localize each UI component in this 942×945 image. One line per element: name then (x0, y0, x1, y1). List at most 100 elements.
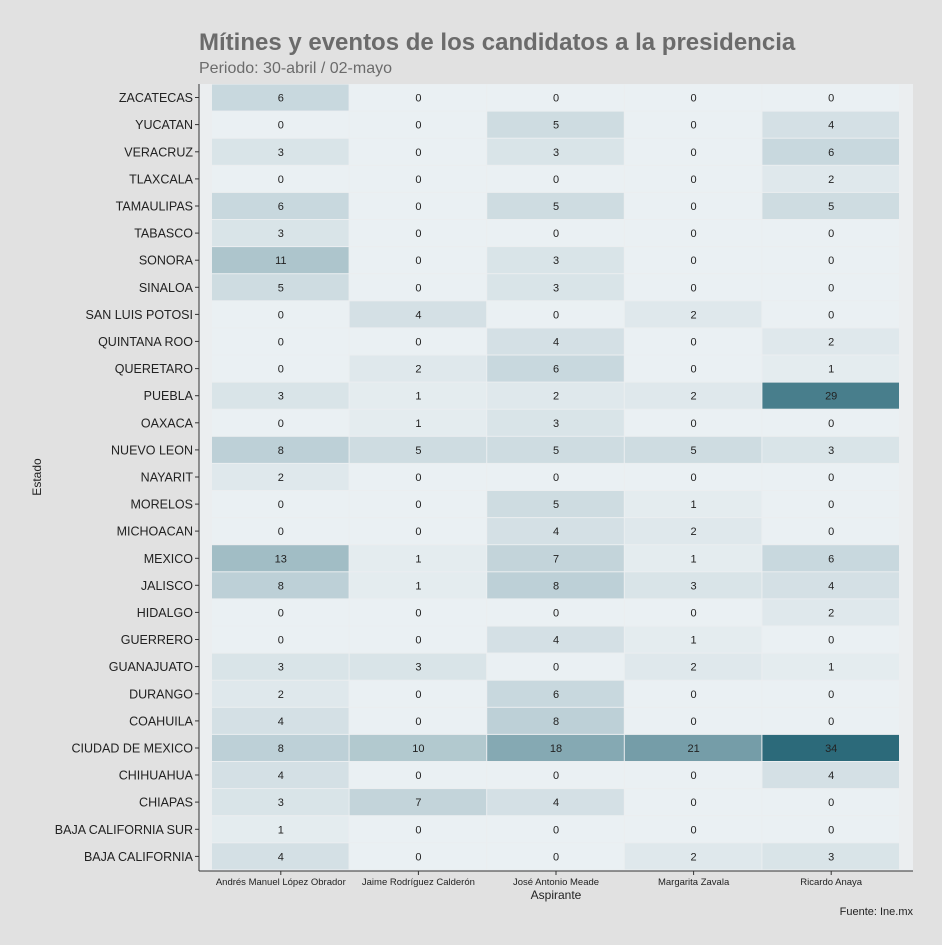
y-tick-label: ZACATECAS (119, 91, 193, 105)
cell-value-label: 5 (553, 499, 559, 511)
heatmap-cell (212, 491, 349, 518)
cell-value-label: 4 (278, 770, 284, 782)
cell-value-label: 5 (553, 445, 559, 457)
heatmap-cell (487, 572, 624, 599)
cell-value-label: 8 (278, 580, 284, 592)
heatmap-cell (762, 247, 899, 274)
heatmap-cell (212, 409, 349, 436)
cell-value-label: 0 (691, 228, 697, 240)
heatmap-cell (349, 518, 487, 545)
cell-value-label: 5 (828, 201, 834, 213)
heatmap-cell (212, 843, 349, 870)
heatmap-cell (212, 301, 349, 328)
cell-value-label: 0 (278, 635, 284, 647)
heatmap-cell (487, 734, 624, 761)
heatmap-cell (624, 355, 762, 382)
heatmap-cell (212, 734, 349, 761)
y-axis: ZACATECAS YUCATAN VERACRUZ TLAXCALA TAMAULIP… (55, 91, 199, 864)
heatmap-cell (762, 572, 899, 599)
heatmap-cell (624, 491, 762, 518)
cell-value-label: 1 (278, 824, 284, 836)
heatmap-cell (624, 572, 762, 599)
y-tick-label: SONORA (139, 254, 194, 268)
heatmap-cell (349, 789, 487, 816)
x-tick-label: Margarita Zavala (658, 877, 730, 888)
cell-value-label: 0 (691, 174, 697, 186)
y-tick-label: DURANGO (129, 687, 193, 701)
heatmap-cell (487, 382, 624, 409)
cell-value-label: 0 (278, 418, 284, 430)
cell-value-label: 0 (553, 93, 559, 105)
cell-value-label: 4 (415, 309, 421, 321)
cell-value-label: 0 (553, 662, 559, 674)
heatmap-cell (762, 301, 899, 328)
heatmap-cell (487, 138, 624, 165)
heatmap-cell (349, 545, 487, 572)
heatmap-cell (212, 653, 349, 680)
heatmap-cell (212, 111, 349, 138)
cell-value-label: 0 (415, 770, 421, 782)
cell-value-label: 2 (278, 689, 284, 701)
cell-value-label: 2 (278, 472, 284, 484)
heatmap-cell (624, 409, 762, 436)
cell-value-label: 2 (691, 662, 697, 674)
heatmap-cell (349, 816, 487, 843)
heatmap-cell (762, 436, 899, 463)
heatmap-cell (212, 463, 349, 490)
cell-value-label: 0 (415, 472, 421, 484)
heatmap-cell (762, 518, 899, 545)
cell-value-label: 0 (415, 120, 421, 132)
heatmap-cell (349, 599, 487, 626)
x-tick-label: Jaime Rodríguez Calderón (362, 877, 475, 888)
cell-value-label: 29 (825, 391, 837, 403)
heatmap-cell (624, 274, 762, 301)
cell-value-label: 4 (278, 851, 284, 863)
cell-value-label: 0 (278, 364, 284, 376)
cell-value-label: 0 (553, 309, 559, 321)
y-tick-label: TLAXCALA (129, 172, 194, 186)
cell-value-label: 3 (553, 418, 559, 430)
heatmap-cell (624, 328, 762, 355)
cell-value-label: 3 (553, 255, 559, 267)
cell-value-label: 2 (828, 607, 834, 619)
cell-value-label: 0 (691, 716, 697, 728)
cell-value-label: 0 (691, 120, 697, 132)
heatmap-cell (349, 328, 487, 355)
heatmap-cell (349, 274, 487, 301)
heatmap-cell (762, 816, 899, 843)
heatmap-cell (762, 409, 899, 436)
y-tick-label: GUANAJUATO (109, 660, 194, 674)
cell-value-label: 0 (415, 147, 421, 159)
heatmap-cell (212, 247, 349, 274)
heatmap-cell (349, 138, 487, 165)
cell-value-label: 0 (415, 824, 421, 836)
x-tick-label: Andrés Manuel López Obrador (216, 877, 346, 888)
heatmap-cell (212, 355, 349, 382)
heatmap-cell (762, 382, 899, 409)
cell-value-label: 2 (691, 526, 697, 538)
cell-value-label: 5 (415, 445, 421, 457)
cell-value-label: 5 (691, 445, 697, 457)
cell-value-label: 1 (691, 553, 697, 565)
cell-value-label: 0 (691, 201, 697, 213)
cell-value-label: 0 (553, 770, 559, 782)
heatmap-cell (624, 436, 762, 463)
cell-value-label: 0 (415, 635, 421, 647)
heatmap-cell (349, 572, 487, 599)
cell-value-label: 0 (828, 418, 834, 430)
y-tick-label: TAMAULIPAS (116, 200, 193, 214)
cell-value-label: 0 (691, 797, 697, 809)
cell-value-label: 0 (691, 472, 697, 484)
heatmap-cell (624, 84, 762, 111)
heatmap-cell (762, 165, 899, 192)
heatmap-cell (624, 762, 762, 789)
cell-value-label: 1 (415, 580, 421, 592)
cell-value-label: 0 (553, 607, 559, 619)
chart-title: Mítines y eventos de los candidatos a la… (199, 29, 796, 56)
cell-value-label: 0 (278, 174, 284, 186)
heatmap-cell (212, 165, 349, 192)
heatmap-cell (624, 220, 762, 247)
y-tick-label: NAYARIT (141, 471, 194, 485)
